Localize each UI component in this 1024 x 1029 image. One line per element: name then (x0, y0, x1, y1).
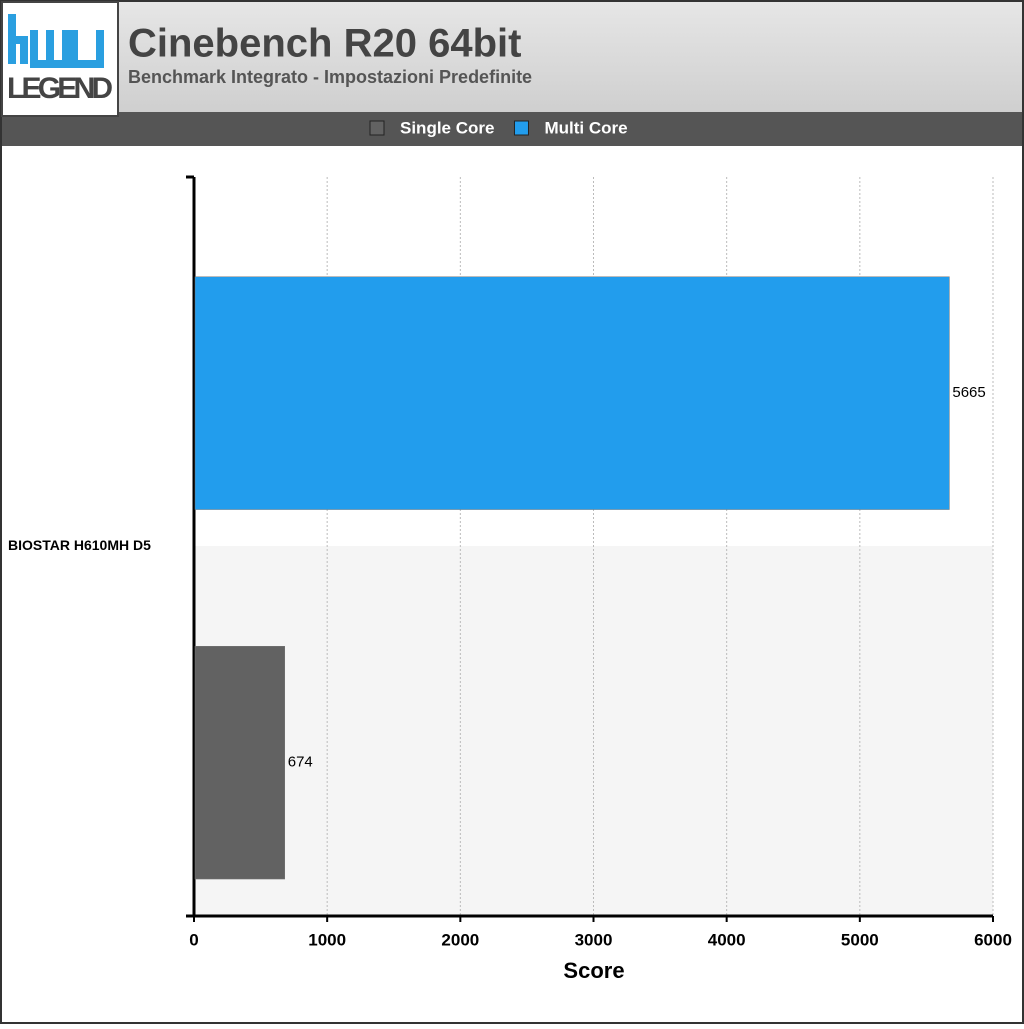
x-tick-label: 6000 (974, 930, 1012, 949)
x-tick-label: 0 (189, 930, 198, 949)
value-label: 674 (288, 754, 313, 771)
legend-swatch (513, 120, 529, 136)
bar (194, 276, 950, 510)
legend-bar (2, 112, 1022, 146)
bar (194, 646, 286, 880)
logo-text: LEGEND (7, 72, 113, 105)
x-tick-label: 5000 (841, 930, 879, 949)
legend-swatch (369, 120, 385, 136)
x-tick-label: 4000 (708, 930, 746, 949)
chart-title: Cinebench R20 64bit (128, 22, 521, 66)
logo-mark (8, 14, 104, 68)
x-tick-label: 1000 (308, 930, 346, 949)
header (2, 2, 1022, 112)
y-tick-label: BIOSTAR H610MH D5 (8, 537, 151, 553)
x-tick-label: 3000 (575, 930, 613, 949)
legend-label: Multi Core (544, 118, 627, 137)
x-axis-label: Score (563, 958, 624, 983)
legend-label: Single Core (400, 118, 494, 137)
chart-subtitle: Benchmark Integrato - Impostazioni Prede… (128, 67, 532, 87)
x-tick-label: 2000 (441, 930, 479, 949)
value-label: 5665 (952, 384, 985, 401)
